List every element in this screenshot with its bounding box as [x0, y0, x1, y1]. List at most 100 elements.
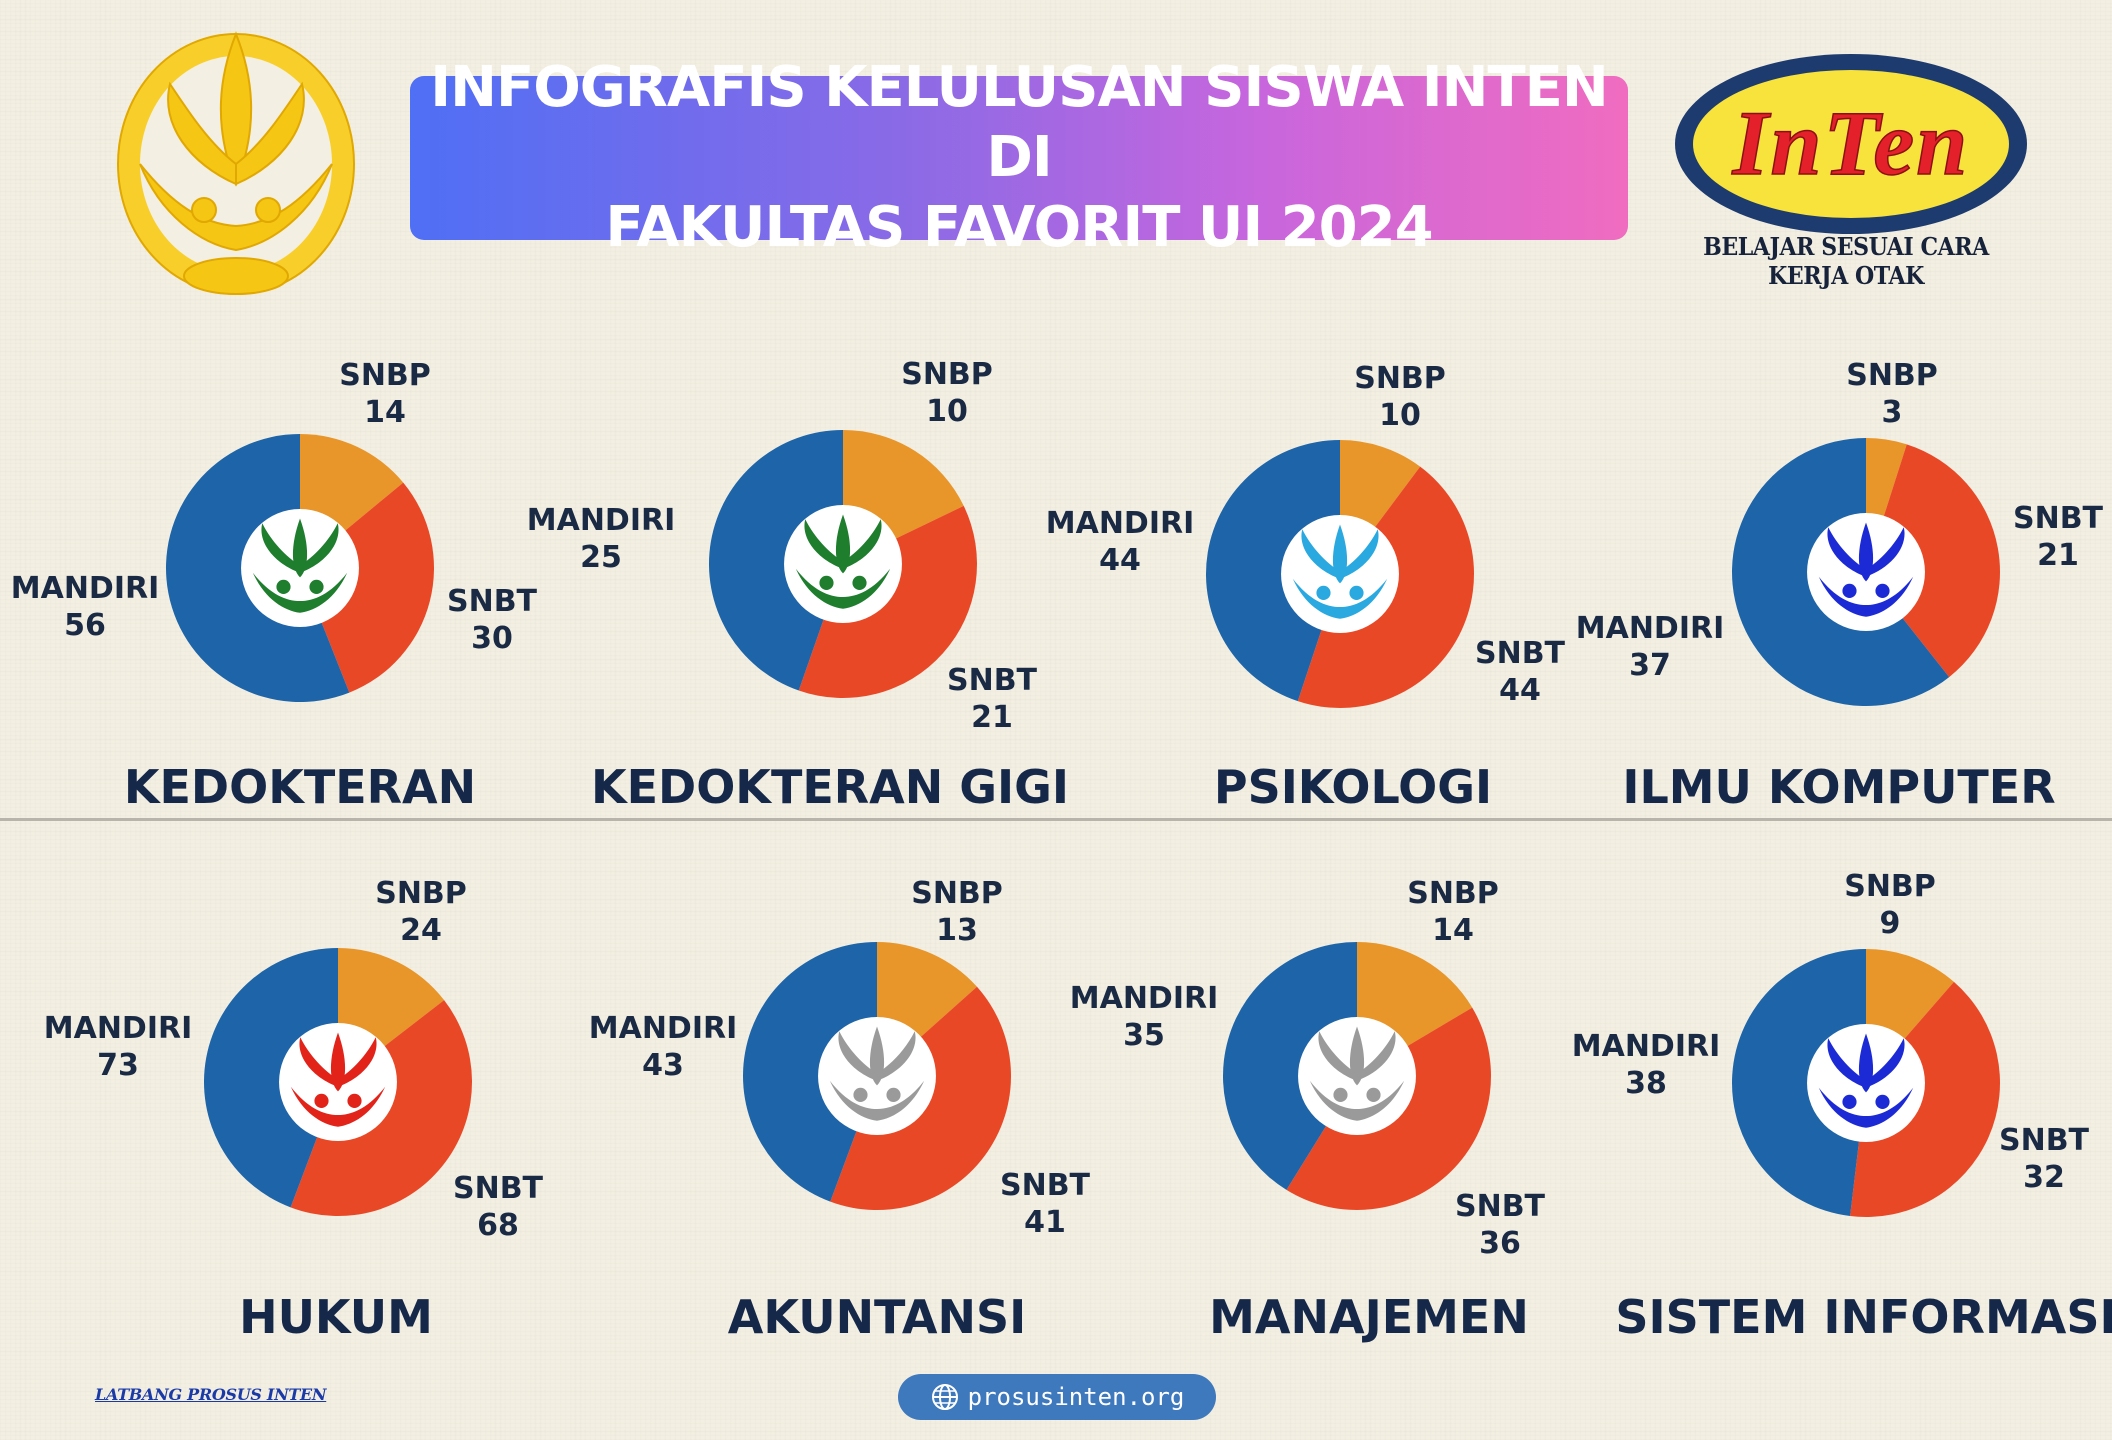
data-label-snbp: SNBP 24: [375, 875, 467, 949]
data-label-mandiri: MANDIRI 73: [44, 1010, 193, 1084]
label-value: 30: [471, 621, 513, 656]
label-category: SNBP: [1844, 869, 1936, 904]
makara-crest-logo: [117, 31, 355, 295]
data-label-snbt: SNBT 32: [1999, 1122, 2089, 1196]
label-value: 24: [400, 913, 442, 948]
inten-logo-text: InTen: [1732, 92, 1970, 194]
donut-chart-5: [204, 948, 472, 1216]
globe-icon: [931, 1384, 958, 1410]
label-value: 14: [364, 395, 406, 430]
data-label-snbt: SNBT 36: [1455, 1188, 1545, 1262]
website-url: prosusinten.org: [967, 1383, 1185, 1411]
label-value: 56: [64, 608, 106, 643]
data-label-mandiri: MANDIRI 44: [1046, 505, 1195, 579]
donut-chart-8: [1732, 949, 2000, 1217]
slice-snbt: [1866, 444, 2000, 678]
label-category: MANDIRI: [1069, 981, 1219, 1016]
data-label-snbt: SNBT 21: [2013, 500, 2103, 574]
label-value: 73: [97, 1048, 139, 1083]
data-label-mandiri: MANDIRI 38: [1572, 1028, 1721, 1102]
label-value: 44: [1099, 543, 1141, 578]
makara-emblem-icon: [1818, 522, 1914, 617]
data-label-snbt: SNBT 44: [1475, 635, 1565, 709]
label-value: 9: [1879, 906, 1901, 941]
makara-emblem-icon: [795, 514, 891, 609]
donut-chart-4: [1732, 438, 2000, 706]
makara-emblem-icon: [290, 1032, 386, 1127]
faculty-title: AKUNTANSI: [727, 1290, 1027, 1344]
footer-credit: LATBANG PROSUS INTEN: [95, 1385, 327, 1404]
label-value: 37: [1629, 648, 1671, 683]
label-value: 14: [1432, 913, 1474, 948]
title-line-2: FAKULTAS FAVORIT UI 2024: [605, 195, 1433, 260]
data-label-snbt: SNBT 30: [447, 583, 537, 657]
faculty-title: HUKUM: [239, 1290, 433, 1344]
faculty-title: KEDOKTERAN GIGI: [590, 760, 1070, 814]
slice-mandiri: [1732, 949, 1866, 1217]
label-value: 41: [1024, 1205, 1066, 1240]
label-category: MANDIRI: [1571, 1029, 1721, 1064]
data-label-mandiri: MANDIRI 37: [1576, 610, 1725, 684]
label-value: 35: [1123, 1018, 1165, 1053]
label-category: SNBP: [1407, 876, 1499, 911]
slice-mandiri: [709, 430, 843, 691]
faculty-title: KEDOKTERAN: [123, 760, 477, 814]
label-category: SNBT: [446, 584, 538, 619]
label-category: SNBP: [1846, 358, 1938, 393]
makara-emblem-icon: [252, 518, 348, 613]
label-category: MANDIRI: [588, 1011, 738, 1046]
makara-emblem-icon: [1292, 524, 1388, 619]
faculty-title: MANAJEMEN: [1209, 1290, 1529, 1344]
label-category: SNBP: [911, 876, 1003, 911]
label-value: 44: [1499, 673, 1541, 708]
label-value: 38: [1625, 1066, 1667, 1101]
label-value: 43: [642, 1048, 684, 1083]
label-value: 3: [1881, 395, 1903, 430]
makara-emblem-icon: [1818, 1033, 1914, 1128]
label-category: MANDIRI: [1045, 506, 1195, 541]
row-divider: [0, 818, 2112, 821]
label-value: 68: [477, 1208, 519, 1243]
slice-mandiri: [1223, 942, 1357, 1190]
label-value: 25: [580, 540, 622, 575]
donut-chart-1: [166, 434, 434, 702]
faculty-title: PSIKOLOGI: [1213, 760, 1493, 814]
label-category: SNBT: [946, 663, 1038, 698]
slice-snbt: [1850, 981, 2000, 1217]
donut-chart-2: [709, 430, 977, 698]
label-value: 21: [971, 700, 1013, 735]
label-category: SNBP: [901, 357, 993, 392]
slice-snbt: [300, 482, 434, 693]
data-label-snbp: SNBP 14: [339, 357, 431, 431]
title-line-1: INFOGRAFIS KELULUSAN SISWA INTEN DI: [430, 55, 1609, 190]
label-category: SNBT: [1474, 636, 1566, 671]
tagline: BELAJAR SESUAI CARA KERJA OTAK: [1703, 232, 1989, 290]
label-category: MANDIRI: [10, 571, 160, 606]
data-label-snbp: SNBP 9: [1844, 868, 1936, 942]
label-category: SNBT: [1454, 1189, 1546, 1224]
data-label-snbp: SNBP 14: [1407, 875, 1499, 949]
data-label-snbt: SNBT 41: [1000, 1167, 1090, 1241]
label-category: SNBP: [1354, 361, 1446, 396]
label-value: 10: [1379, 398, 1421, 433]
label-value: 21: [2037, 538, 2079, 573]
label-category: MANDIRI: [1575, 611, 1725, 646]
title-banner: INFOGRAFIS KELULUSAN SISWA INTEN DI FAKU…: [410, 55, 1628, 260]
label-category: SNBT: [1998, 1123, 2090, 1158]
data-label-snbp: SNBP 10: [901, 356, 993, 430]
inten-logo: InTen: [1675, 54, 2027, 234]
data-label-mandiri: MANDIRI 35: [1070, 980, 1219, 1054]
slice-mandiri: [204, 948, 338, 1208]
label-category: SNBT: [2012, 501, 2104, 536]
page-title: INFOGRAFIS KELULUSAN SISWA INTEN DI FAKU…: [424, 53, 1614, 263]
donut-chart-3: [1206, 440, 1474, 708]
slice-mandiri: [743, 942, 877, 1202]
website-link[interactable]: prosusinten.org: [898, 1374, 1216, 1420]
label-category: MANDIRI: [526, 503, 676, 538]
faculty-title: SISTEM INFORMASI: [1615, 1290, 2112, 1344]
label-value: 32: [2023, 1160, 2065, 1195]
label-category: SNBT: [999, 1168, 1091, 1203]
data-label-snbt: SNBT 68: [453, 1170, 543, 1244]
data-label-snbt: SNBT 21: [947, 662, 1037, 736]
data-label-snbp: SNBP 13: [911, 875, 1003, 949]
